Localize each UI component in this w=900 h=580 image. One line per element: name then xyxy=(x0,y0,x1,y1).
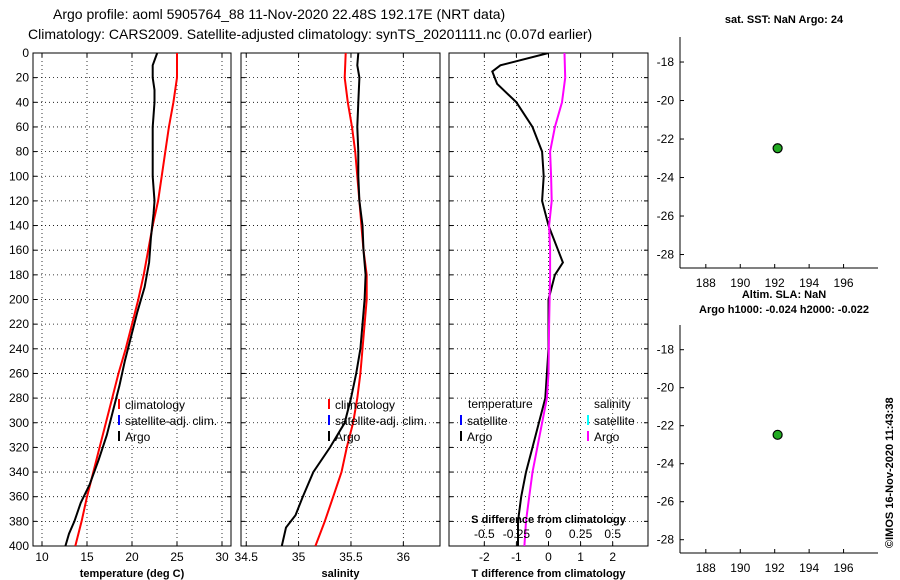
x-tick-label: 34.5 xyxy=(235,550,259,564)
s-tick-label: 0.25 xyxy=(569,527,593,541)
map-y-tick-label: -28 xyxy=(657,248,675,262)
y-tick-label: 60 xyxy=(16,120,30,134)
map-x-tick-label: 194 xyxy=(799,276,819,290)
difference-panel: -2 -1 0 1 2 T difference from climatology S di… xyxy=(448,52,649,580)
x-tick-label: 20 xyxy=(125,550,139,564)
argo-position-marker xyxy=(772,143,783,154)
footer-stamp: ©IMOS 16-Nov-2020 11:43:38 xyxy=(884,397,896,548)
x-tick-label: 0 xyxy=(545,550,552,564)
argo-position-marker xyxy=(772,429,783,440)
y-tick-label: 100 xyxy=(9,169,29,183)
y-tick-label: 120 xyxy=(9,194,29,208)
y-tick-label: 380 xyxy=(9,514,29,528)
x-tick-label: 35.5 xyxy=(339,550,363,564)
map-x-tick-label: 192 xyxy=(765,276,785,290)
y-tick-label: 360 xyxy=(9,490,29,504)
s-axis-label: S difference from climatology xyxy=(471,514,627,526)
y-tick-label: 240 xyxy=(9,342,29,356)
legend-s-argo-label: Argo xyxy=(594,430,620,444)
map-y-tick-label: -18 xyxy=(657,343,675,357)
series-line-t-difference-argo- xyxy=(491,53,565,546)
y-tick-label: 40 xyxy=(16,95,30,109)
map-y-tick-label: -26 xyxy=(657,495,675,509)
map-y-tick-label: -22 xyxy=(657,419,675,433)
map-x-tick-label: 196 xyxy=(834,561,854,575)
map-y-tick-label: -20 xyxy=(657,381,675,395)
x-tick-label: 15 xyxy=(80,550,94,564)
s-tick-label: -0.5 xyxy=(474,527,495,541)
map-x-tick-label: 194 xyxy=(799,561,819,575)
map-y-tick-label: -26 xyxy=(657,209,675,223)
legend-climatology-label: climatology xyxy=(125,398,185,412)
series-line-argo xyxy=(280,53,367,546)
map-y-tick-label: -22 xyxy=(657,132,675,146)
x-tick-label: 30 xyxy=(215,550,229,564)
y-tick-label: 400 xyxy=(9,539,29,553)
legend-t-satellite-label: satellite xyxy=(467,414,508,428)
x-tick-label: 2 xyxy=(609,550,616,564)
x-tick-label: 36 xyxy=(397,550,411,564)
x-tick-label: 1 xyxy=(577,550,584,564)
legend-satellite-label: satellite-adj. clim. xyxy=(125,414,217,428)
figure-title-line2: Climatology: CARS2009. Satellite-adjuste… xyxy=(28,26,592,42)
legend-satellite-label: satellite-adj. clim. xyxy=(335,414,427,428)
y-tick-label: 80 xyxy=(16,145,30,159)
x-tick-label: -1 xyxy=(511,550,522,564)
x-tick-label: 10 xyxy=(35,550,49,564)
map-y-tick-label: -24 xyxy=(657,457,675,471)
map-x-tick-label: 190 xyxy=(730,276,750,290)
map-subtitle: Argo h1000: -0.024 h2000: -0.022 xyxy=(699,304,869,316)
s-tick-label: 0.5 xyxy=(604,527,621,541)
legend-salinity-title: salinity xyxy=(594,397,631,411)
s-tick-label: 0 xyxy=(545,527,552,541)
figure-title-line1: Argo profile: aoml 5905764_88 11-Nov-202… xyxy=(53,6,505,22)
legend-climatology-label: climatology xyxy=(335,398,395,412)
x-axis-label: salinity xyxy=(322,568,361,580)
map-y-tick-label: -28 xyxy=(657,533,675,547)
map-y-tick-label: -18 xyxy=(657,55,675,69)
x-tick-label: 35 xyxy=(292,550,306,564)
y-tick-label: 160 xyxy=(9,243,29,257)
map-title: sat. SST: NaN Argo: 24 xyxy=(725,14,844,26)
map-y-tick-label: -20 xyxy=(657,94,675,108)
x-tick-label: -2 xyxy=(479,550,490,564)
legend-argo-label: Argo xyxy=(335,430,361,444)
series-line-argo xyxy=(64,53,159,546)
x-tick-label: 25 xyxy=(170,550,184,564)
map-x-tick-label: 190 xyxy=(730,561,750,575)
map-x-tick-label: 196 xyxy=(834,276,854,290)
sla-map-panel: Altim. SLA: NaN Argo h1000: -0.024 h2000:… xyxy=(657,289,878,575)
s-tick-label: -0.25 xyxy=(503,527,531,541)
legend-t-argo-label: Argo xyxy=(467,430,493,444)
temperature-panel: 0 20 40 60 80 100 120 140 160 180 200 220 240 260 280 3… xyxy=(9,46,232,580)
x-axis-label: T difference from climatology xyxy=(471,568,626,580)
y-tick-label: 140 xyxy=(9,219,29,233)
y-tick-label: 0 xyxy=(22,46,29,60)
salinity-panel: 34.5 35 35.5 36 salinity climatology satellite… xyxy=(235,52,441,580)
map-x-tick-label: 188 xyxy=(696,561,716,575)
map-title: Altim. SLA: NaN xyxy=(742,289,826,301)
y-tick-label: 180 xyxy=(9,268,29,282)
y-tick-label: 220 xyxy=(9,317,29,331)
y-tick-label: 280 xyxy=(9,391,29,405)
y-tick-label: 320 xyxy=(9,440,29,454)
map-x-tick-label: 192 xyxy=(765,561,785,575)
y-tick-label: 340 xyxy=(9,465,29,479)
map-x-tick-label: 188 xyxy=(696,276,716,290)
series-line-climatology xyxy=(74,53,178,546)
map-y-tick-label: -24 xyxy=(657,171,675,185)
legend-s-satellite-label: satellite xyxy=(594,414,635,428)
y-tick-label: 260 xyxy=(9,366,29,380)
x-axis-label: temperature (deg C) xyxy=(80,568,185,580)
sst-map-panel: sat. SST: NaN Argo: 24 -18 -20 -22 -24 -26 -28… xyxy=(657,14,878,290)
y-tick-label: 20 xyxy=(16,71,30,85)
series-line-climatology xyxy=(314,53,368,546)
y-tick-label: 300 xyxy=(9,416,29,430)
y-tick-label: 200 xyxy=(9,293,29,307)
series-line-s-difference-argo- xyxy=(523,53,567,546)
legend-temperature-title: temperature xyxy=(468,397,533,411)
legend-argo-label: Argo xyxy=(125,430,151,444)
